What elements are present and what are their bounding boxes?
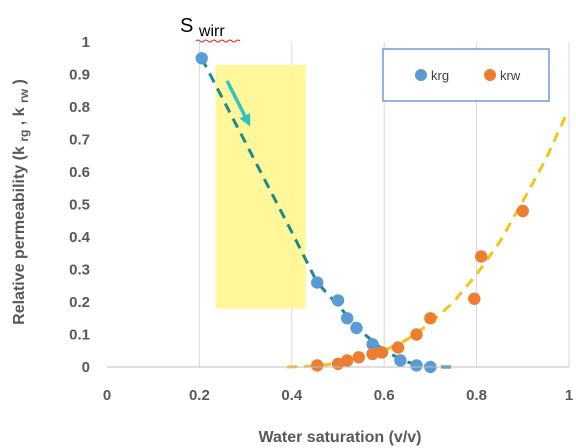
point-krw-8 [424, 312, 437, 325]
y-tick-label-0: 0 [82, 359, 90, 376]
point-krg-5 [366, 338, 379, 351]
point-krg-7 [394, 354, 407, 367]
point-krw-0 [311, 359, 324, 372]
y-tick-label-8: 0.8 [69, 99, 90, 116]
x-tick-label-5: 1 [565, 387, 573, 404]
y-axis-title-sub-rg: rg [17, 130, 31, 142]
x-tick-label-3: 0.6 [374, 387, 395, 404]
x-axis-title: Water saturation (v/v) [259, 429, 422, 446]
point-krw-5 [375, 346, 389, 359]
highlight-rect [215, 64, 306, 309]
point-krg-1 [311, 276, 324, 289]
point-krg-0 [195, 52, 208, 65]
y-axis-title: Relative permeability (k rg , k rw ) [11, 79, 32, 325]
y-tick-label-2: 0.2 [69, 294, 90, 311]
point-krg-3 [341, 312, 354, 325]
point-krw-10 [475, 250, 488, 263]
x-tick-label-4: 0.8 [466, 387, 487, 404]
x-tick-label-2: 0.4 [281, 387, 303, 404]
y-tick-label-3: 0.3 [69, 262, 90, 279]
y-tick-label-6: 0.6 [69, 164, 90, 181]
y-axis-title-end: ) [11, 79, 28, 84]
point-krw-3 [352, 351, 365, 364]
point-krw-2 [341, 354, 354, 367]
swirr-annotation-main: S wirr [180, 15, 225, 40]
highlight-region [215, 64, 306, 309]
arrow-shaft [225, 80, 247, 117]
point-krg-4 [350, 321, 363, 335]
point-krw-7 [410, 328, 423, 341]
legend-box [382, 48, 550, 102]
y-tick-label-7: 0.7 [69, 132, 90, 149]
trend-lines [200, 57, 569, 369]
y-axis-title-main: Relative permeability (k [11, 146, 28, 325]
trend-line-krg [200, 57, 452, 369]
axes: 0 0.2 0.4 0.6 0.8 1 0 0.1 0.2 0.3 0.4 0.5 0.6 0.7 0.8 0… [69, 34, 573, 404]
y-tick-label-9: 0.9 [69, 67, 90, 84]
spellcheck-underline [195, 39, 241, 43]
x-tick-label-0: 0 [103, 387, 111, 404]
point-krg-2 [331, 294, 345, 307]
x-tick-label-1: 0.2 [189, 387, 210, 404]
arrow-head [239, 113, 251, 127]
trend-line-krw [287, 112, 569, 369]
legend-label-krw: krw [500, 68, 521, 83]
legend-marker-krw [484, 69, 496, 81]
legend-marker-krg [415, 69, 427, 81]
y-tick-label-10: 1 [82, 34, 90, 51]
direction-arrow [225, 80, 251, 127]
y-tick-label-5: 0.5 [69, 197, 90, 214]
y-tick-label-1: 0.1 [69, 327, 90, 344]
y-axis-title-sep: , k [11, 107, 28, 125]
swirr-annotation: S wirr [180, 15, 241, 43]
point-krw-6 [391, 341, 405, 354]
point-krw-11 [516, 204, 529, 218]
swirr-annotation-sub: wirr [198, 23, 225, 40]
point-krw-4 [366, 347, 379, 361]
legend-label-krg: krg [431, 68, 449, 83]
legend: krg krw [382, 48, 550, 102]
point-krg-8 [410, 359, 423, 372]
y-axis-title-sub-rw: rw [17, 88, 31, 103]
point-krw-9 [468, 292, 481, 305]
y-tick-label-4: 0.4 [69, 229, 91, 246]
swirr-annotation-s: S [180, 15, 193, 37]
